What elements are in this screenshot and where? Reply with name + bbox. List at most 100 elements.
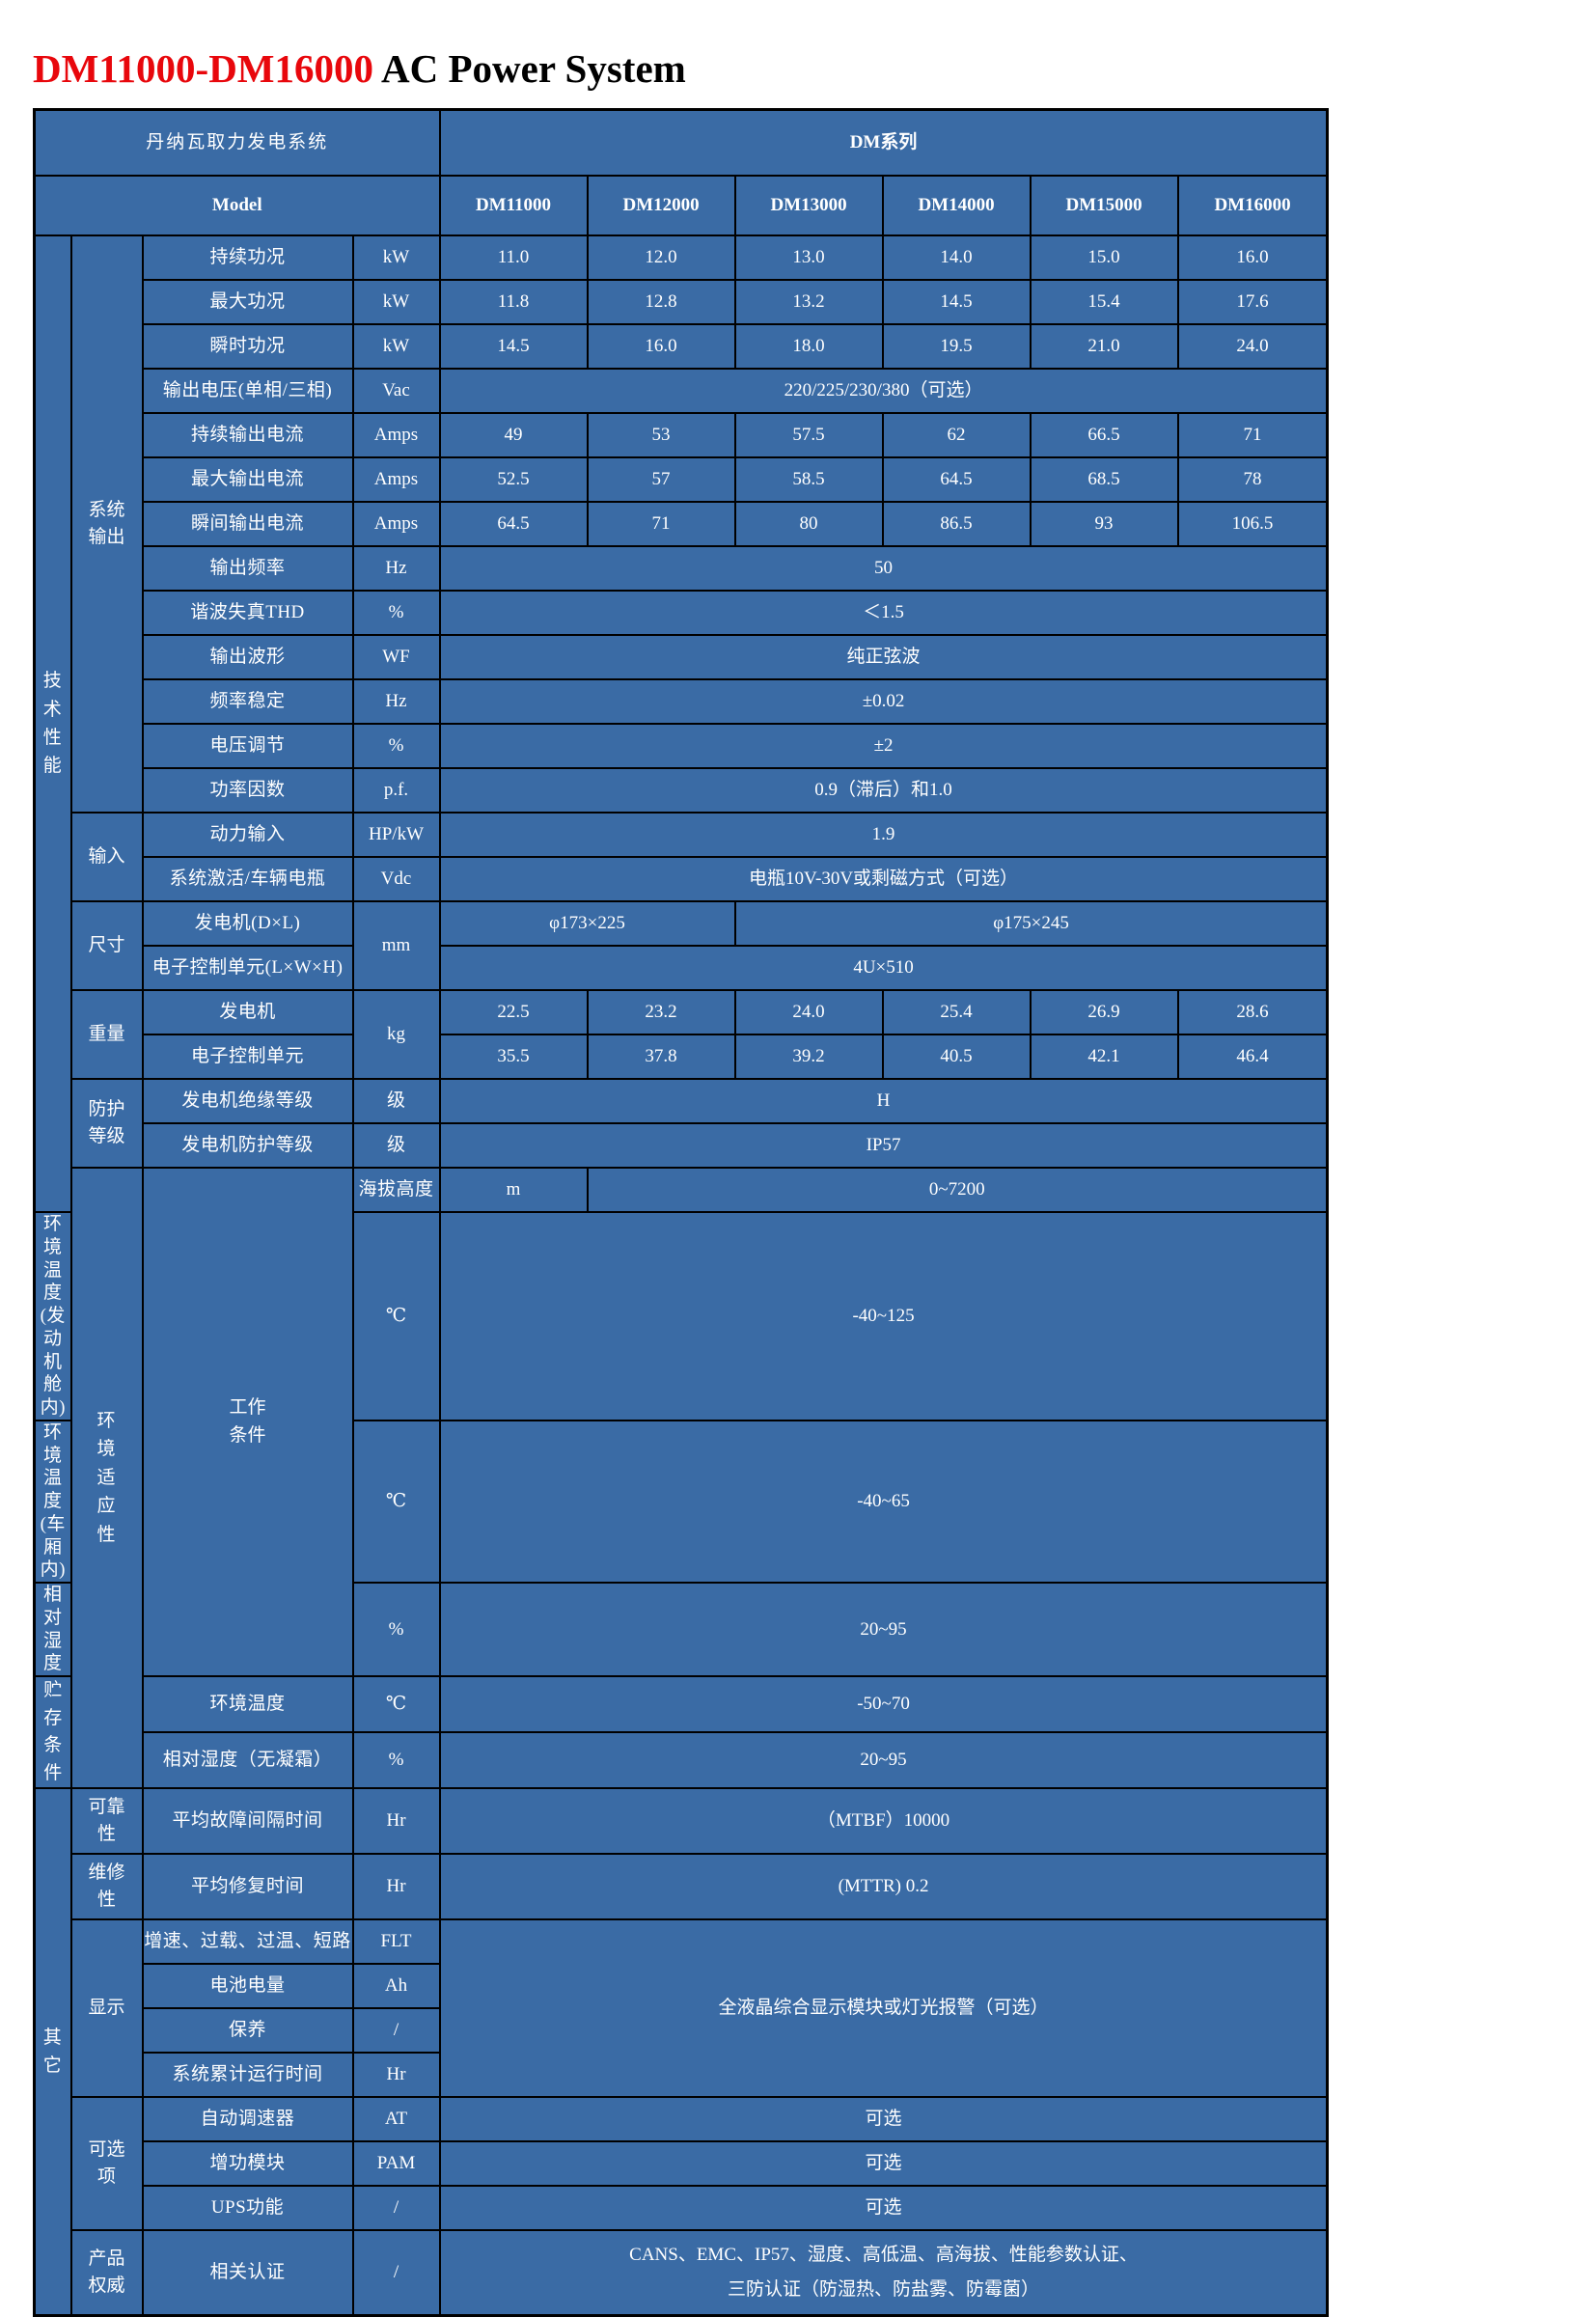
value-cont-current-dm16000: 71 xyxy=(1176,412,1329,458)
value-cont-current-dm13000: 57.5 xyxy=(733,412,884,458)
value-ecu-weight-dm12000: 37.8 xyxy=(586,1034,736,1080)
param-name-ip-rating: 发电机防护等级 xyxy=(141,1122,354,1169)
subgroup-label-maintainability-text: 维修性 xyxy=(88,1862,125,1911)
value-ip-rating: IP57 xyxy=(438,1122,1329,1169)
table-row-disp-battery: 电池电量 Ah xyxy=(35,1963,1328,2009)
value-max-current-dm11000: 52.5 xyxy=(438,456,589,503)
title-rest: AC Power System xyxy=(373,46,686,91)
param-name-humidity-work: 相对湿度 xyxy=(33,1582,72,1677)
value-ecu-weight-dm15000: 42.1 xyxy=(1029,1034,1179,1080)
subgroup-label-authority: 产品 权威 xyxy=(69,2229,144,2317)
param-unit-temp-engine: ℃ xyxy=(351,1211,441,1421)
param-name-auto-gov: 自动调速器 xyxy=(141,2096,354,2142)
subgroup-label-authority-text: 产品 权威 xyxy=(88,2248,125,2297)
param-unit-cont-power: kW xyxy=(351,234,441,281)
value-inst-current-dm14000: 86.5 xyxy=(881,501,1032,547)
value-inst-current-dm11000: 64.5 xyxy=(438,501,589,547)
value-gen-size-small: φ173×225 xyxy=(438,900,736,947)
subgroup-label-protection: 防护 等级 xyxy=(69,1078,144,1169)
value-pam-module: 可选 xyxy=(438,2140,1329,2187)
param-unit-mtbf: Hr xyxy=(351,1787,441,1855)
param-unit-freq-stab: Hz xyxy=(351,678,441,725)
value-mttr: (MTTR) 0.2 xyxy=(438,1853,1329,1920)
table-row-temp-storage: 贮存 条件 环境温度 ℃ -50~70 xyxy=(33,1675,1329,1789)
value-cont-power-dm15000: 15.0 xyxy=(1029,234,1179,281)
table-row-power-input: 输入 动力输入 HP/kW 1.9 xyxy=(35,812,1329,902)
param-name-mttr: 平均修复时间 xyxy=(141,1853,354,1920)
value-ups-func: 可选 xyxy=(438,2185,1329,2231)
value-max-power-dm15000: 15.4 xyxy=(1029,279,1179,325)
column-header-dm12000: DM12000 xyxy=(586,175,736,236)
value-max-power-dm11000: 11.8 xyxy=(438,279,589,325)
param-name-volt-reg: 电压调节 xyxy=(141,723,354,769)
param-unit-insulation: 级 xyxy=(351,1078,441,1124)
table-row-disp-service: 保养 / xyxy=(35,2007,1328,2054)
title-model-range: DM11000-DM16000 xyxy=(33,46,374,91)
table-row-waveform: 输出波形 WF 纯正弦波 xyxy=(35,634,1329,680)
value-waveform: 纯正弦波 xyxy=(438,634,1329,680)
subgroup-label-optional-text: 可选项 xyxy=(88,2138,125,2188)
specification-table: 丹纳瓦取力发电系统 DM系列 Model DM11000 DM12000 DM1… xyxy=(33,108,1330,2317)
group-label-technical: 技术性能 xyxy=(33,234,72,1213)
param-name-humidity-store: 相对湿度（无凝霜） xyxy=(141,1731,354,1789)
param-unit-ups-func: / xyxy=(351,2185,441,2231)
param-name-gen-weight: 发电机 xyxy=(141,989,354,1035)
column-header-dm11000: DM11000 xyxy=(438,175,589,236)
param-name-disp-fault: 增速、过载、过温、短路 xyxy=(141,1918,354,1965)
value-altitude: 0~7200 xyxy=(586,1167,1329,1213)
param-name-ups-func: UPS功能 xyxy=(141,2185,354,2231)
value-freq-stab: ±0.02 xyxy=(438,678,1329,725)
table-row-sys-activate: 系统激活/车辆电瓶 Vdc 电瓶10V-30V或剩磁方式（可选） xyxy=(35,856,1329,902)
value-gen-size-large: φ175×245 xyxy=(733,900,1329,947)
value-volt-reg: ±2 xyxy=(438,723,1329,769)
certification-line-1: CANS、EMC、IP57、湿度、高低温、高海拔、性能参数认证、 xyxy=(629,2244,1138,2265)
value-max-power-dm13000: 13.2 xyxy=(733,279,884,325)
value-inst-power-dm13000: 18.0 xyxy=(733,323,884,370)
brand-label: 丹纳瓦取力发电系统 xyxy=(33,108,441,177)
param-name-ecu-weight: 电子控制单元 xyxy=(141,1034,354,1080)
value-inst-current-dm13000: 80 xyxy=(733,501,884,547)
table-row-temp-engine: 环境温度(发动机舱内) ℃ -40~125 xyxy=(33,1211,1329,1421)
param-name-out-voltage: 输出电压(单相/三相) xyxy=(141,368,354,414)
param-name-insulation: 发电机绝缘等级 xyxy=(141,1078,354,1124)
value-gen-weight-dm12000: 23.2 xyxy=(586,989,736,1035)
table-row-max-current: 最大输出电流 Amps 52.5 57 58.5 64.5 68.5 78 xyxy=(35,456,1329,503)
value-cont-current-dm11000: 49 xyxy=(438,412,589,458)
value-gen-weight-dm11000: 22.5 xyxy=(438,989,589,1035)
subgroup-label-size: 尺寸 xyxy=(69,900,144,991)
table-row-gen-size: 尺寸 发电机(D×L) mm φ173×225 φ175×245 xyxy=(35,900,1329,991)
value-gen-weight-dm13000: 24.0 xyxy=(733,989,884,1035)
param-name-temp-cabin: 环境温度(车厢内) xyxy=(33,1419,72,1585)
group-label-other: 其它 xyxy=(33,1787,72,2317)
value-ecu-weight-dm13000: 39.2 xyxy=(733,1034,884,1080)
value-temp-storage: -50~70 xyxy=(438,1675,1329,1733)
param-unit-power-factor: p.f. xyxy=(351,767,441,814)
subgroup-label-reliability-text: 可靠性 xyxy=(88,1796,125,1845)
value-inst-power-dm15000: 21.0 xyxy=(1029,323,1179,370)
value-max-power-dm12000: 12.8 xyxy=(586,279,736,325)
table-row-power-factor: 功率因数 p.f. 0.9（滞后）和1.0 xyxy=(35,767,1329,814)
param-unit-disp-service: / xyxy=(351,2007,441,2054)
value-max-power-dm16000: 17.6 xyxy=(1176,279,1329,325)
value-ecu-weight-dm16000: 46.4 xyxy=(1176,1034,1329,1080)
series-label: DM系列 xyxy=(438,108,1329,177)
param-unit-auto-gov: AT xyxy=(351,2096,441,2142)
param-unit-weight: kg xyxy=(351,989,441,1080)
group-label-environment: 环境适应性 xyxy=(69,1167,144,1789)
param-name-cont-current: 持续输出电流 xyxy=(141,412,354,458)
subgroup-label-maintainability: 维修性 xyxy=(69,1853,144,1920)
param-unit-max-power: kW xyxy=(351,279,441,325)
table-row-certification: 产品 权威 相关认证 / CANS、EMC、IP57、湿度、高低温、高海拔、性能参… xyxy=(35,2229,1329,2317)
subgroup-label-size-text: 尺寸 xyxy=(88,934,125,955)
param-name-certification: 相关认证 xyxy=(141,2229,354,2317)
param-name-cont-power: 持续功况 xyxy=(141,234,354,281)
param-name-power-input: 动力输入 xyxy=(141,812,354,858)
table-row-mtbf: 其它 可靠性 平均故障间隔时间 Hr （MTBF）10000 xyxy=(33,1787,1329,2317)
value-display-merged: 全液晶综合显示模块或灯光报警（可选） xyxy=(438,1918,1329,2098)
param-unit-power-input: HP/kW xyxy=(351,812,441,858)
param-name-altitude: 海拔高度 xyxy=(351,1167,441,1213)
param-unit-temp-cabin: ℃ xyxy=(351,1419,441,1585)
param-name-gen-size: 发电机(D×L) xyxy=(141,900,354,947)
subgroup-label-storage-conditions-text: 贮存 条件 xyxy=(43,1680,63,1783)
subgroup-label-protection-text: 防护 等级 xyxy=(88,1098,125,1147)
